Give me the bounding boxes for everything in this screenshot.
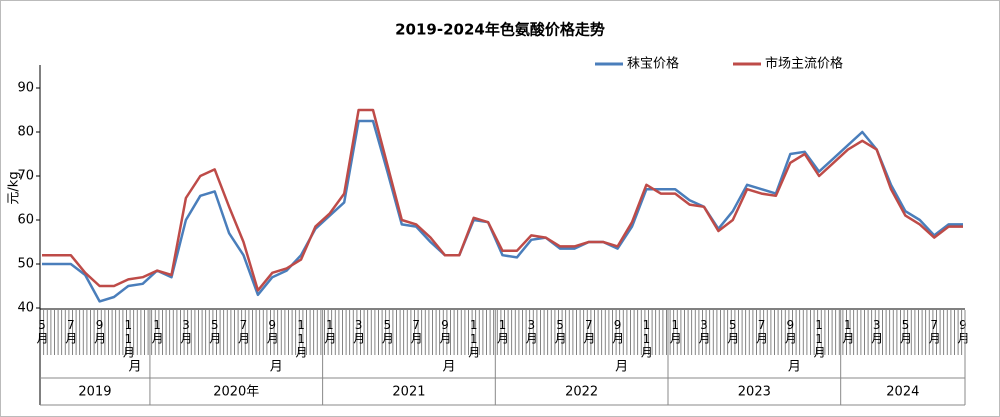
legend-label: 市场主流价格	[765, 56, 843, 72]
line-series	[42, 119, 963, 303]
y-axis-label: 元/kg	[7, 171, 22, 204]
x-tick-label: 5月	[380, 318, 394, 345]
x-tick-label: 9月	[265, 318, 279, 345]
x-tick-label: 3月	[870, 318, 884, 345]
x-tick-label: 3月	[697, 318, 711, 345]
x-tick-label: 1月	[668, 318, 682, 345]
x-tick-label: 1月	[150, 318, 164, 345]
y-tick-label: 40	[17, 301, 34, 316]
group-unit-label: 月	[615, 360, 628, 375]
x-tick-label: 7月	[927, 318, 941, 345]
x-tick-label: 3月	[352, 318, 366, 345]
x-tick-label: 5月	[726, 318, 740, 345]
group-unit-label: 月	[788, 360, 801, 375]
x-tick-label: 9月	[956, 318, 970, 345]
y-tick-label: 80	[17, 125, 34, 140]
x-tick-label: 3月	[524, 318, 538, 345]
x-tick-label: 1月	[323, 318, 337, 345]
x-tick-label: 7月	[236, 318, 250, 345]
y-tick-label: 90	[17, 81, 34, 96]
x-tick-label: 5月	[553, 318, 567, 345]
group-unit-label: 月	[128, 360, 141, 375]
x-tick-label: 5月	[35, 318, 49, 345]
x-tick-label: 11月	[121, 318, 135, 359]
chart-title: 2019-2024年色氨酸价格走势	[395, 21, 605, 39]
y-tick-label: 50	[17, 257, 34, 272]
legend-label: 秣宝价格	[627, 56, 679, 72]
x-tick-label: 5月	[898, 318, 912, 345]
line-series	[42, 108, 963, 292]
x-tick-label: 1月	[841, 318, 855, 345]
x-tick-label: 5月	[208, 318, 222, 345]
y-tick-label: 60	[17, 213, 34, 228]
x-tick-label: 11月	[639, 318, 653, 359]
x-tick-label: 9月	[438, 318, 452, 345]
x-tick-label: 11月	[467, 318, 481, 359]
year-label: 2022	[565, 385, 598, 400]
year-label: 2023	[738, 385, 771, 400]
year-label: 2021	[392, 385, 425, 400]
y-tick-label: 70	[17, 169, 34, 184]
x-tick-label: 1月	[496, 318, 510, 345]
x-tick-label: 9月	[611, 318, 625, 345]
year-label: 2019	[78, 385, 111, 400]
x-tick-label: 7月	[582, 318, 596, 345]
x-tick-label: 9月	[93, 318, 107, 345]
year-label: 2024	[886, 385, 919, 400]
x-tick-label: 7月	[64, 318, 78, 345]
x-tick-label: 9月	[783, 318, 797, 345]
x-tick-label: 7月	[409, 318, 423, 345]
axis-hatch	[40, 310, 964, 355]
x-tick-label: 11月	[812, 318, 826, 359]
x-tick-label: 7月	[755, 318, 769, 345]
year-label: 2020年	[213, 385, 259, 400]
group-unit-label: 月	[442, 360, 455, 375]
x-tick-label: 11月	[294, 318, 308, 359]
group-unit-label: 月	[270, 360, 283, 375]
x-tick-label: 3月	[179, 318, 193, 345]
